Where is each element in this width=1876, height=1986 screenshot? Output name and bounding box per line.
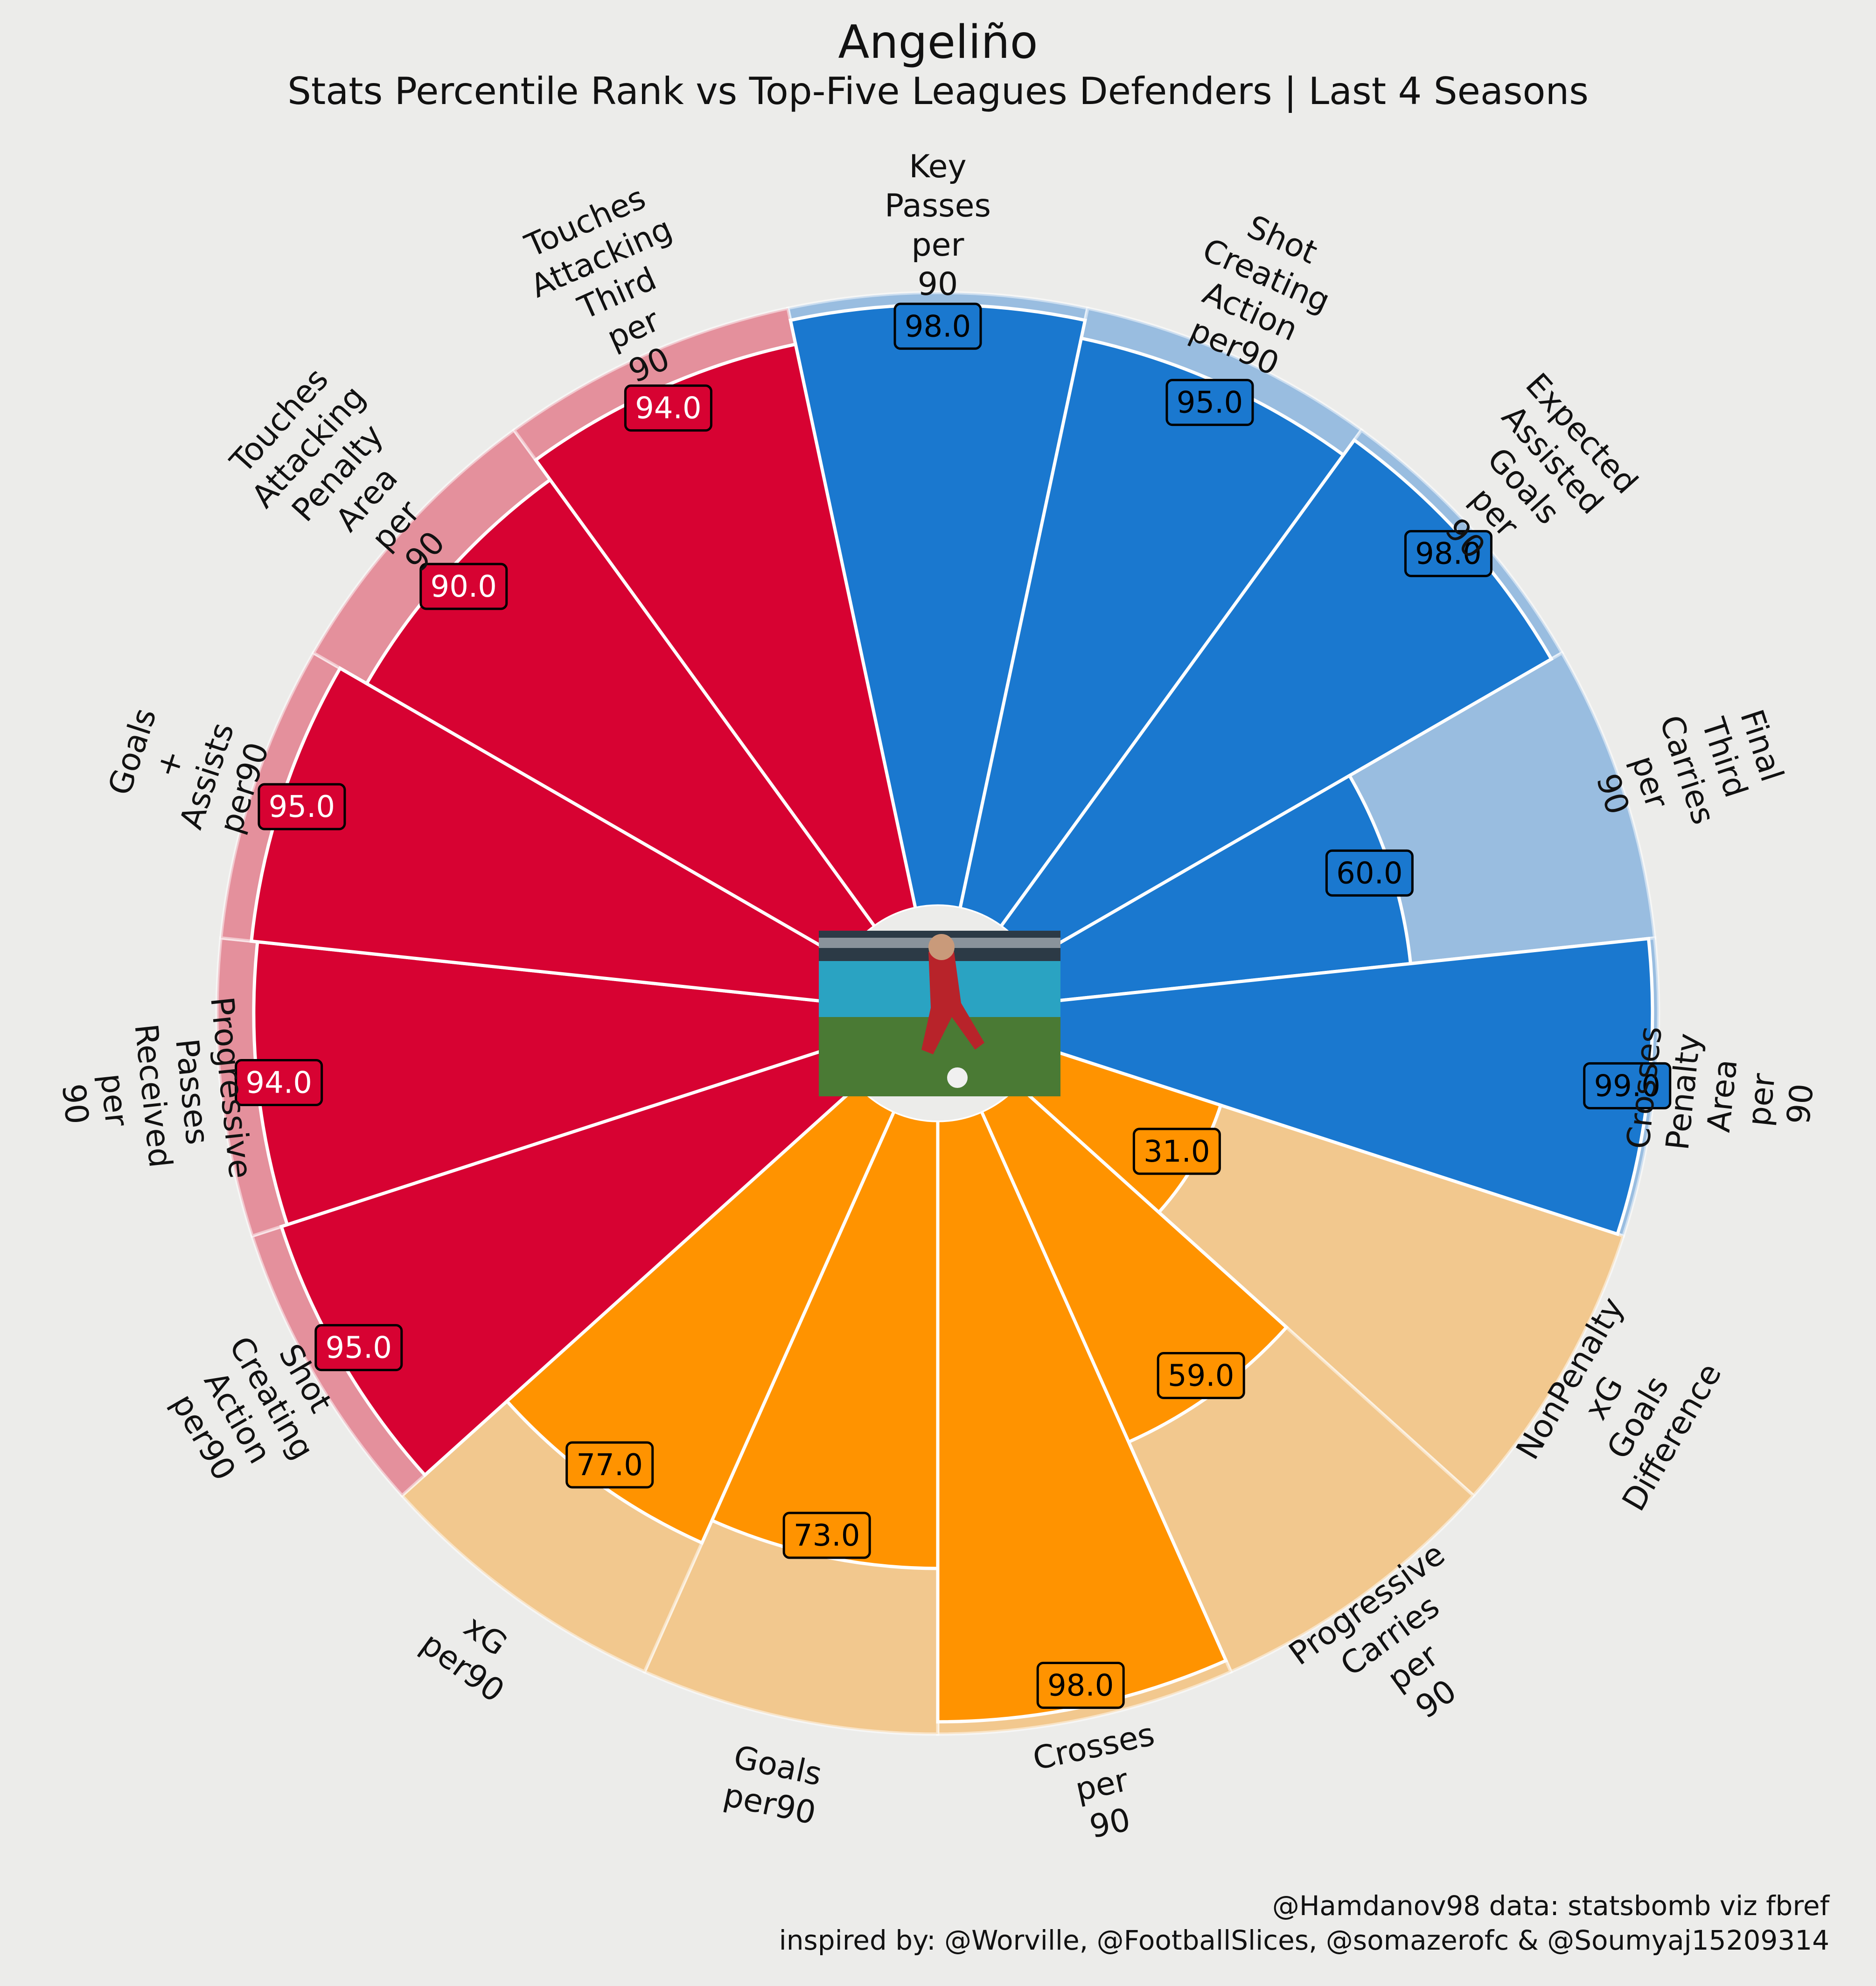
svg-text:98.0: 98.0	[1415, 537, 1482, 571]
value-label: 95.0	[258, 783, 346, 830]
value-label: 95.0	[314, 1324, 403, 1372]
svg-text:94.0: 94.0	[245, 1066, 312, 1100]
svg-text:90.0: 90.0	[430, 570, 497, 604]
value-label: 73.0	[782, 1512, 871, 1559]
svg-text:98.0: 98.0	[905, 309, 971, 344]
category-label: TouchesAttackingPenaltyAreaper90	[216, 352, 489, 620]
svg-text:99.0: 99.0	[1594, 1069, 1660, 1103]
category-label: Goals+Assistsper90	[98, 694, 279, 846]
category-label: Crossesper90	[1030, 1716, 1174, 1854]
credits-line-2: inspired by: @Worville, @FootballSlices,…	[779, 1924, 1829, 1957]
svg-text:60.0: 60.0	[1336, 856, 1403, 891]
category-label: ShotCreatingActionper90	[153, 1311, 355, 1505]
svg-text:95.0: 95.0	[326, 1331, 392, 1366]
svg-text:98.0: 98.0	[1047, 1669, 1114, 1703]
credits-line-1: @Hamdanov98 data: statsbomb viz fbref	[1272, 1890, 1829, 1922]
value-label: 60.0	[1325, 849, 1414, 897]
category-label: Key Passes per 90	[885, 148, 991, 303]
value-label: 77.0	[565, 1441, 654, 1489]
value-label: 95.0	[1165, 379, 1254, 426]
value-label: 98.0	[1404, 530, 1492, 578]
category-label: CrossesPenaltyAreaper90	[1620, 1024, 1825, 1167]
value-label: 31.0	[1132, 1128, 1221, 1175]
category-label: ProgressivePassesReceivedper90	[47, 995, 259, 1197]
value-label: 98.0	[1036, 1662, 1125, 1709]
svg-text:73.0: 73.0	[794, 1519, 860, 1553]
value-label: 94.0	[624, 384, 712, 432]
svg-text:77.0: 77.0	[576, 1448, 643, 1483]
svg-text:59.0: 59.0	[1168, 1359, 1234, 1394]
category-label: xGper90	[414, 1594, 534, 1710]
svg-text:95.0: 95.0	[1177, 386, 1243, 420]
svg-text:94.0: 94.0	[635, 391, 702, 426]
credits: @Hamdanov98 data: statsbomb viz fbref in…	[779, 1888, 1829, 1958]
chart-subtitle: Stats Percentile Rank vs Top-Five League…	[287, 70, 1589, 113]
value-label: 98.0	[893, 302, 982, 350]
value-label: 59.0	[1157, 1352, 1245, 1400]
category-label: Goalsper90	[720, 1738, 827, 1832]
value-label: 90.0	[419, 563, 508, 610]
svg-text:95.0: 95.0	[269, 790, 335, 824]
svg-text:31.0: 31.0	[1144, 1135, 1210, 1169]
value-label: 94.0	[235, 1059, 323, 1106]
value-label: 99.0	[1583, 1062, 1672, 1109]
chart-title: Angeliño	[838, 16, 1038, 69]
player-photo	[819, 931, 1060, 1096]
